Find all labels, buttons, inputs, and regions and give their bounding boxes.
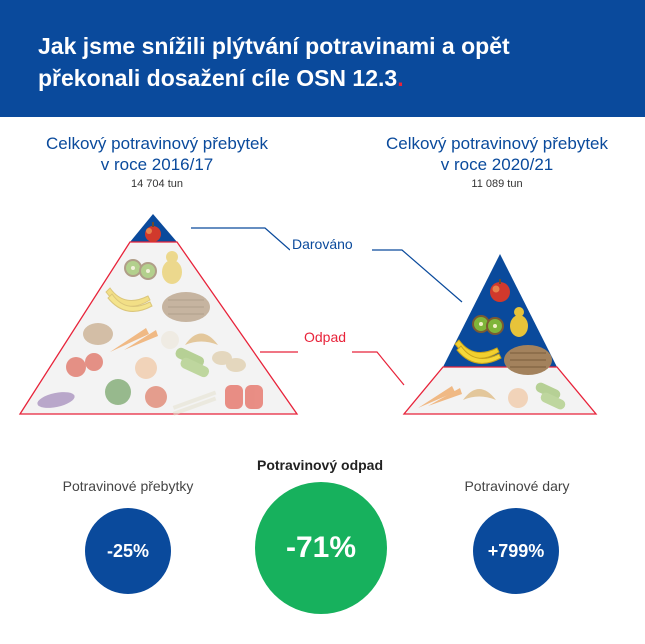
eggplant-icon (37, 392, 75, 408)
waste-kpi-label: Potravinový odpad (256, 457, 384, 473)
apple-icon (145, 386, 167, 408)
donated-connector-right (372, 249, 463, 303)
banana-icon (454, 339, 502, 364)
bread-icon (162, 292, 210, 322)
waste-connector-right (352, 351, 405, 386)
cucumber-icon (535, 382, 566, 410)
apple-icon (490, 279, 510, 302)
right-pyramid (402, 254, 598, 415)
left-pyramid-amount: 14 704 tun (131, 178, 183, 190)
waste-callout: Odpad (302, 329, 349, 345)
surplus-kpi-value: -25% (106, 540, 150, 561)
bread-roll-icon (83, 323, 113, 345)
page-title-text: Jak jsme snížili plýtvání potravinami a … (38, 33, 510, 91)
donations-kpi-label: Potravinové dary (464, 478, 570, 494)
donations-kpi-value: +799% (487, 540, 545, 561)
right-pyramid-waste-tier (402, 366, 598, 415)
garlic-icon (161, 331, 179, 349)
pear-icon (162, 251, 182, 284)
surplus-kpi-label: Potravinové přebytky (62, 478, 194, 494)
peach-icon (135, 357, 157, 379)
right-pyramid-heading: Celkový potravinový přebytek v roce 2020… (362, 133, 632, 175)
carrot-icon (110, 328, 158, 352)
right-heading-line1: Celkový potravinový přebytek (385, 134, 609, 153)
banana-icon (105, 287, 153, 312)
tomato-icon (66, 353, 103, 377)
donations-kpi-circle: +799% (473, 508, 559, 594)
left-pyramid-heading: Celkový potravinový přebytek v roce 2016… (22, 133, 292, 175)
right-heading-line2: v roce 2020/21 (440, 155, 554, 174)
left-pyramid (18, 214, 299, 416)
waste-kpi-circle: -71% (255, 482, 387, 614)
pepper-icon (225, 385, 263, 409)
surplus-kpi-circle: -25% (85, 508, 171, 594)
pear-icon (510, 307, 528, 337)
kiwi-icon (472, 315, 490, 333)
left-pyramid-waste-tier (18, 241, 299, 415)
right-pyramid-amount: 11 089 tun (471, 178, 523, 190)
waste-kpi-value: -71% (285, 531, 357, 564)
kiwi-icon (139, 262, 157, 280)
peach-icon (508, 388, 528, 408)
croissant-icon (463, 389, 496, 400)
donated-connector-left (191, 227, 291, 251)
right-pyramid-donated-tier (443, 254, 557, 367)
left-heading-line2: v roce 2016/17 (100, 155, 214, 174)
left-heading-line1: Celkový potravinový přebytek (45, 134, 269, 153)
broccoli-icon (105, 379, 131, 405)
header-banner: Jak jsme snížili plýtvání potravinami a … (0, 0, 645, 117)
title-accent-dot: . (397, 65, 404, 91)
asparagus-icon (172, 390, 217, 416)
donated-callout: Darováno (290, 236, 355, 252)
kiwi-icon (124, 259, 142, 277)
croissant-icon (185, 333, 218, 345)
kiwi-icon (486, 317, 504, 335)
page-title: Jak jsme snížili plýtvání potravinami a … (38, 30, 618, 94)
apple-icon (145, 222, 161, 242)
potato-icon (212, 351, 246, 372)
carrot-icon (418, 386, 462, 408)
bread-icon (504, 345, 552, 375)
cucumber-icon (175, 347, 210, 378)
